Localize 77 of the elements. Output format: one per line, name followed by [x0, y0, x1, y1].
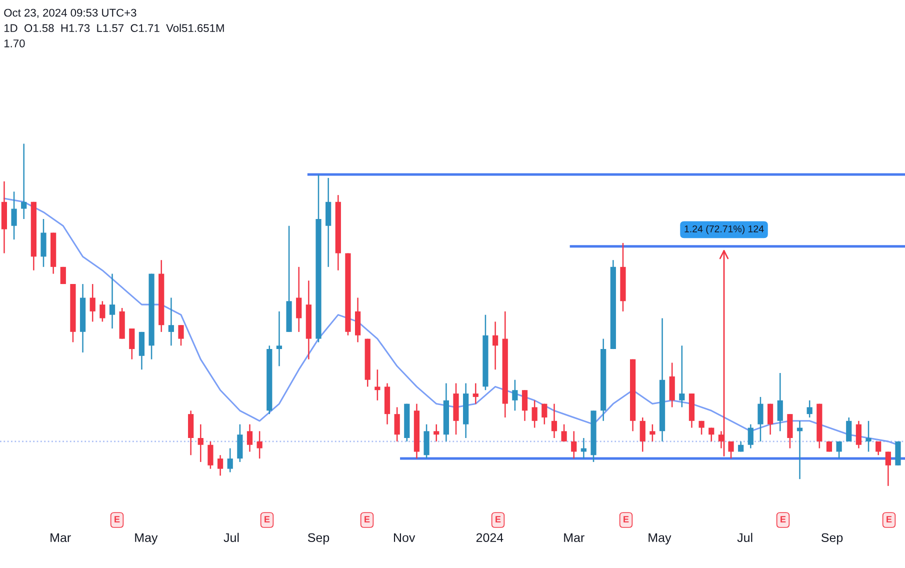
text: E: [780, 516, 786, 522]
candlestick: [542, 403, 548, 425]
candlestick: [708, 427, 714, 442]
x-tick-label: Jul: [224, 532, 239, 542]
annotation: 1.24 (72.71%) 124: [684, 225, 764, 234]
candlestick: [856, 420, 862, 449]
candlestick: [188, 410, 194, 456]
candlestick: [208, 440, 214, 470]
candlestick: [806, 400, 812, 418]
candlestick: [777, 372, 783, 432]
text: 1D O1.58 H1.73 L1.57 C1.71 Vol51.651M: [4, 24, 224, 32]
candlestick: [138, 331, 145, 370]
candlestick: [512, 379, 518, 412]
candlestick: [836, 440, 842, 460]
candlestick: [885, 451, 891, 487]
candlestick: [522, 389, 528, 422]
candlestick: [424, 424, 430, 460]
candlestick: [748, 424, 754, 449]
candlestick: [728, 440, 734, 460]
candlestick: [679, 344, 685, 408]
candlestick: [767, 403, 774, 436]
text: E: [364, 516, 370, 522]
candlestick: [198, 424, 204, 463]
candlestick: [698, 420, 704, 436]
candlestick: [472, 382, 478, 404]
candlestick: [374, 368, 380, 401]
candlestick: [178, 324, 184, 346]
x-tick-label: Mar: [50, 533, 71, 542]
candlestick: [40, 218, 46, 268]
candlestick: [650, 424, 656, 442]
candlestick: [100, 300, 106, 322]
x-tick-label: May: [135, 533, 158, 545]
candlestick: [532, 400, 538, 428]
x-tick-label: Nov: [394, 533, 416, 542]
x-tick-label: Mar: [564, 533, 584, 542]
candlestick: [551, 403, 558, 439]
text: E: [114, 516, 120, 522]
text: E: [264, 516, 270, 522]
text: E: [886, 516, 892, 522]
candlestick: [90, 283, 96, 322]
candlestick: [561, 424, 567, 442]
candlestick: [669, 362, 675, 408]
candlestick: [276, 310, 282, 367]
candlestick: [796, 420, 803, 480]
candlestick: [21, 143, 27, 220]
candlestick: [256, 430, 262, 460]
candlestick: [227, 448, 233, 473]
candlestick: [237, 424, 243, 463]
candlestick: [109, 273, 116, 330]
x-tick-label: 2024: [476, 533, 504, 542]
candlestick: [296, 266, 302, 333]
text: 1.70: [4, 39, 25, 48]
candlestick: [129, 328, 135, 360]
candlestick: [571, 430, 577, 460]
text: E: [624, 516, 629, 522]
candlestick: [866, 420, 872, 452]
candlestick: [434, 424, 440, 442]
candlestick: [640, 416, 646, 452]
text: Oct 23, 2024 09:53 UTC+3: [4, 8, 136, 18]
candlestick: [11, 191, 17, 240]
text: E: [496, 516, 501, 522]
candlestick: [326, 177, 332, 268]
candlestick: [846, 416, 852, 442]
candlestick: [895, 440, 901, 466]
candlestick: [168, 297, 174, 346]
candlestick: [876, 440, 882, 456]
candlestick: [394, 406, 400, 442]
x-tick-label: May: [648, 533, 672, 545]
x-tick-label: Jul: [737, 532, 752, 542]
x-tick-label: Sep: [308, 533, 330, 545]
candlestick: [492, 321, 498, 370]
candlestick: [246, 424, 253, 452]
candlestick: [354, 297, 361, 343]
x-tick-label: Sep: [821, 533, 843, 545]
candlestick: [787, 413, 793, 449]
candlestick: [217, 454, 224, 476]
candlestick: [758, 396, 764, 442]
